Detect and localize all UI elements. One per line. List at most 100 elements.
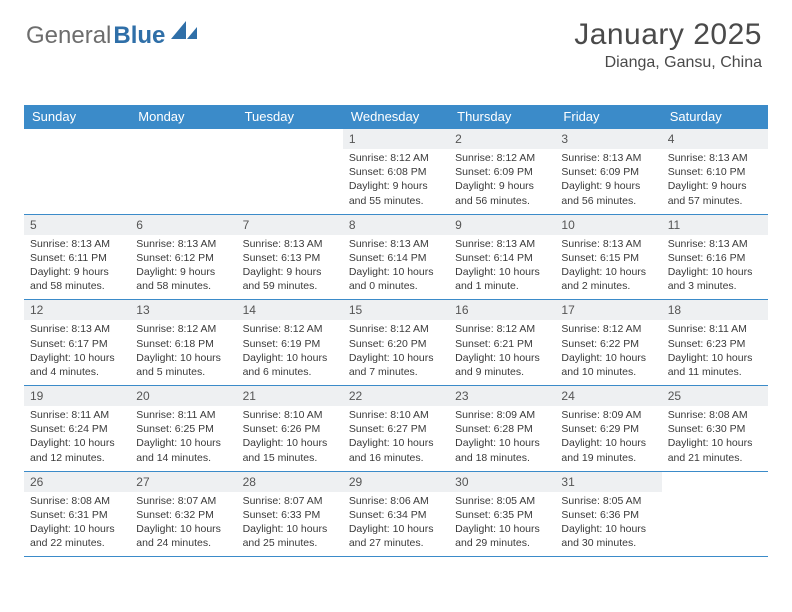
day-cell: 6Sunrise: 8:13 AMSunset: 6:12 PMDaylight… [130,215,236,300]
daylight1-text: Daylight: 10 hours [30,436,124,450]
sunset-text: Sunset: 6:20 PM [349,337,443,351]
logo-text-blue: Blue [113,22,165,50]
sunset-text: Sunset: 6:35 PM [455,508,549,522]
day-cell: 18Sunrise: 8:11 AMSunset: 6:23 PMDayligh… [662,300,768,385]
day-cell: 17Sunrise: 8:12 AMSunset: 6:22 PMDayligh… [555,300,661,385]
day-header-row: Sunday Monday Tuesday Wednesday Thursday… [24,105,768,129]
day-cell [237,129,343,214]
daylight1-text: Daylight: 10 hours [349,351,443,365]
sunset-text: Sunset: 6:23 PM [668,337,762,351]
daylight1-text: Daylight: 10 hours [668,265,762,279]
daylight2-text: and 55 minutes. [349,194,443,208]
day-info: Sunrise: 8:13 AMSunset: 6:16 PMDaylight:… [662,237,768,294]
day-number: 21 [237,386,343,406]
logo: General Blue [26,22,197,50]
daylight1-text: Daylight: 10 hours [561,265,655,279]
day-number: 15 [343,300,449,320]
day-info: Sunrise: 8:13 AMSunset: 6:14 PMDaylight:… [343,237,449,294]
day-cell: 16Sunrise: 8:12 AMSunset: 6:21 PMDayligh… [449,300,555,385]
day-info: Sunrise: 8:12 AMSunset: 6:18 PMDaylight:… [130,322,236,379]
daylight2-text: and 5 minutes. [136,365,230,379]
day-cell [130,129,236,214]
daylight2-text: and 14 minutes. [136,451,230,465]
daylight1-text: Daylight: 10 hours [349,436,443,450]
day-cell: 10Sunrise: 8:13 AMSunset: 6:15 PMDayligh… [555,215,661,300]
daylight1-text: Daylight: 10 hours [455,436,549,450]
day-cell: 23Sunrise: 8:09 AMSunset: 6:28 PMDayligh… [449,386,555,471]
day-number: 10 [555,215,661,235]
daylight1-text: Daylight: 9 hours [349,179,443,193]
day-info: Sunrise: 8:08 AMSunset: 6:30 PMDaylight:… [662,408,768,465]
daylight2-text: and 11 minutes. [668,365,762,379]
daylight2-text: and 4 minutes. [30,365,124,379]
day-info: Sunrise: 8:13 AMSunset: 6:13 PMDaylight:… [237,237,343,294]
daylight2-text: and 12 minutes. [30,451,124,465]
day-info: Sunrise: 8:12 AMSunset: 6:09 PMDaylight:… [449,151,555,208]
day-number: 20 [130,386,236,406]
daylight2-text: and 56 minutes. [561,194,655,208]
day-number: 19 [24,386,130,406]
day-number: 26 [24,472,130,492]
sunset-text: Sunset: 6:15 PM [561,251,655,265]
day-cell: 5Sunrise: 8:13 AMSunset: 6:11 PMDaylight… [24,215,130,300]
day-info: Sunrise: 8:11 AMSunset: 6:25 PMDaylight:… [130,408,236,465]
day-cell: 7Sunrise: 8:13 AMSunset: 6:13 PMDaylight… [237,215,343,300]
daylight2-text: and 24 minutes. [136,536,230,550]
sunset-text: Sunset: 6:09 PM [561,165,655,179]
day-cell: 27Sunrise: 8:07 AMSunset: 6:32 PMDayligh… [130,472,236,557]
day-cell: 29Sunrise: 8:06 AMSunset: 6:34 PMDayligh… [343,472,449,557]
daylight2-text: and 25 minutes. [243,536,337,550]
daylight1-text: Daylight: 9 hours [243,265,337,279]
day-info: Sunrise: 8:12 AMSunset: 6:22 PMDaylight:… [555,322,661,379]
day-cell: 3Sunrise: 8:13 AMSunset: 6:09 PMDaylight… [555,129,661,214]
day-header-mon: Monday [130,105,236,129]
day-info: Sunrise: 8:08 AMSunset: 6:31 PMDaylight:… [24,494,130,551]
day-number: 31 [555,472,661,492]
daylight2-text: and 56 minutes. [455,194,549,208]
day-info: Sunrise: 8:10 AMSunset: 6:27 PMDaylight:… [343,408,449,465]
daylight2-text: and 1 minute. [455,279,549,293]
daylight2-text: and 2 minutes. [561,279,655,293]
sunrise-text: Sunrise: 8:12 AM [455,151,549,165]
day-cell: 1Sunrise: 8:12 AMSunset: 6:08 PMDaylight… [343,129,449,214]
daylight2-text: and 15 minutes. [243,451,337,465]
sunrise-text: Sunrise: 8:13 AM [561,237,655,251]
day-number: 13 [130,300,236,320]
day-number: 6 [130,215,236,235]
daylight2-text: and 18 minutes. [455,451,549,465]
sunset-text: Sunset: 6:29 PM [561,422,655,436]
daylight2-text: and 57 minutes. [668,194,762,208]
day-cell: 9Sunrise: 8:13 AMSunset: 6:14 PMDaylight… [449,215,555,300]
day-number: 14 [237,300,343,320]
day-info: Sunrise: 8:10 AMSunset: 6:26 PMDaylight:… [237,408,343,465]
sunset-text: Sunset: 6:11 PM [30,251,124,265]
sunrise-text: Sunrise: 8:08 AM [30,494,124,508]
sunset-text: Sunset: 6:28 PM [455,422,549,436]
day-info: Sunrise: 8:13 AMSunset: 6:11 PMDaylight:… [24,237,130,294]
day-info: Sunrise: 8:13 AMSunset: 6:12 PMDaylight:… [130,237,236,294]
day-cell: 14Sunrise: 8:12 AMSunset: 6:19 PMDayligh… [237,300,343,385]
week-row: 5Sunrise: 8:13 AMSunset: 6:11 PMDaylight… [24,215,768,301]
day-info: Sunrise: 8:13 AMSunset: 6:15 PMDaylight:… [555,237,661,294]
day-number: 27 [130,472,236,492]
sunrise-text: Sunrise: 8:09 AM [561,408,655,422]
day-number: 3 [555,129,661,149]
day-header-tue: Tuesday [237,105,343,129]
daylight2-text: and 19 minutes. [561,451,655,465]
sunrise-text: Sunrise: 8:11 AM [668,322,762,336]
sunset-text: Sunset: 6:19 PM [243,337,337,351]
day-cell: 4Sunrise: 8:13 AMSunset: 6:10 PMDaylight… [662,129,768,214]
day-cell: 20Sunrise: 8:11 AMSunset: 6:25 PMDayligh… [130,386,236,471]
day-number: 30 [449,472,555,492]
day-cell: 2Sunrise: 8:12 AMSunset: 6:09 PMDaylight… [449,129,555,214]
daylight2-text: and 16 minutes. [349,451,443,465]
daylight1-text: Daylight: 10 hours [455,265,549,279]
daylight1-text: Daylight: 9 hours [136,265,230,279]
sunset-text: Sunset: 6:12 PM [136,251,230,265]
daylight1-text: Daylight: 10 hours [349,522,443,536]
day-info: Sunrise: 8:12 AMSunset: 6:19 PMDaylight:… [237,322,343,379]
day-cell: 24Sunrise: 8:09 AMSunset: 6:29 PMDayligh… [555,386,661,471]
daylight2-text: and 58 minutes. [136,279,230,293]
day-cell: 26Sunrise: 8:08 AMSunset: 6:31 PMDayligh… [24,472,130,557]
day-cell: 8Sunrise: 8:13 AMSunset: 6:14 PMDaylight… [343,215,449,300]
